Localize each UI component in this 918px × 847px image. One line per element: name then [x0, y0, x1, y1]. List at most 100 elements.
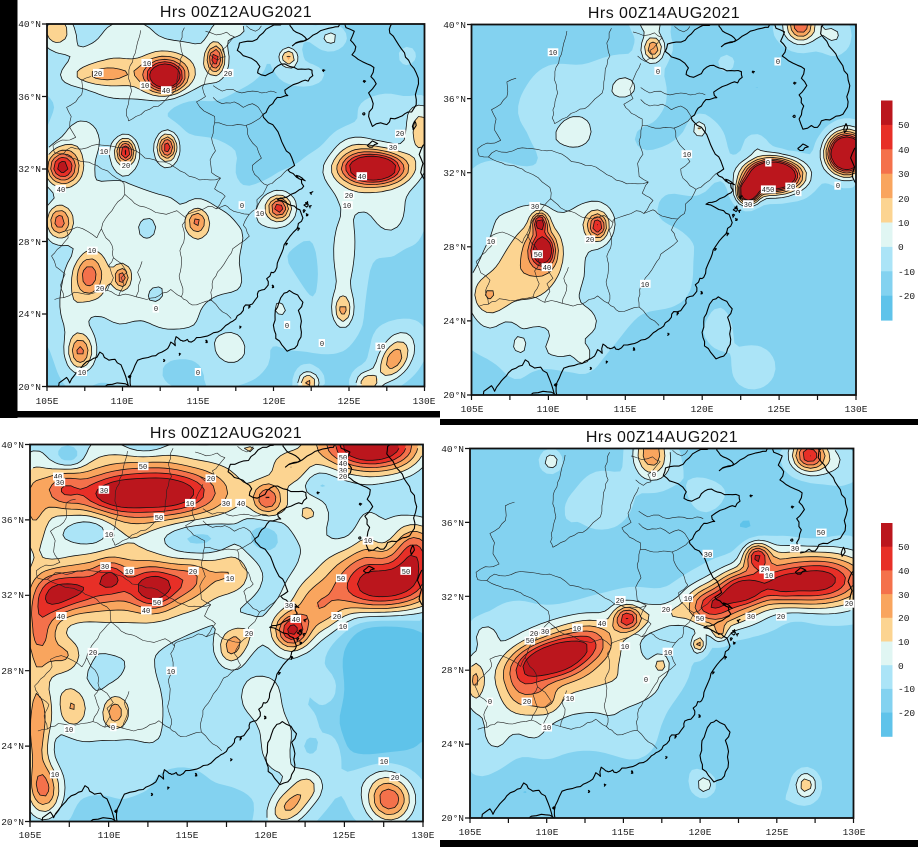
svg-text:10: 10 — [125, 569, 133, 577]
svg-text:28°N: 28°N — [1, 666, 24, 677]
svg-text:10: 10 — [256, 211, 264, 219]
svg-text:20: 20 — [586, 237, 594, 245]
svg-text:36°N: 36°N — [443, 94, 466, 105]
svg-text:0: 0 — [285, 323, 289, 331]
svg-text:20: 20 — [96, 286, 104, 294]
svg-text:10: 10 — [88, 248, 96, 256]
svg-text:10: 10 — [339, 624, 347, 632]
svg-text:0: 0 — [898, 661, 904, 672]
svg-text:10: 10 — [65, 727, 73, 735]
svg-text:20°N: 20°N — [443, 390, 466, 401]
svg-text:20: 20 — [224, 71, 232, 79]
svg-text:0: 0 — [776, 59, 780, 67]
svg-text:28°N: 28°N — [441, 665, 464, 676]
svg-text:30: 30 — [389, 145, 397, 153]
svg-text:10: 10 — [683, 152, 691, 160]
svg-text:0: 0 — [488, 699, 492, 707]
svg-text:40: 40 — [162, 88, 170, 96]
svg-text:10: 10 — [51, 772, 59, 780]
svg-text:10: 10 — [487, 239, 495, 247]
svg-text:130E: 130E — [843, 827, 866, 838]
svg-text:120E: 120E — [691, 404, 714, 415]
svg-text:120E: 120E — [263, 396, 286, 407]
svg-text:10: 10 — [143, 61, 151, 69]
svg-text:10: 10 — [343, 203, 351, 211]
svg-text:24°N: 24°N — [443, 316, 466, 327]
svg-text:50: 50 — [139, 464, 147, 472]
svg-text:-20: -20 — [898, 708, 915, 719]
svg-text:20: 20 — [391, 775, 399, 783]
svg-text:40°N: 40°N — [18, 19, 41, 30]
svg-text:110E: 110E — [536, 827, 559, 838]
svg-text:10: 10 — [167, 669, 175, 677]
svg-text:125E: 125E — [333, 830, 356, 841]
svg-text:0: 0 — [154, 306, 158, 314]
svg-text:40: 40 — [898, 566, 910, 577]
svg-text:30: 30 — [747, 614, 755, 622]
svg-text:30: 30 — [704, 552, 712, 560]
svg-text:10: 10 — [364, 538, 372, 546]
svg-text:0: 0 — [652, 472, 656, 480]
svg-text:Hrs 00Z14AUG2021: Hrs 00Z14AUG2021 — [588, 5, 740, 22]
svg-text:28°N: 28°N — [443, 242, 466, 253]
svg-text:30: 30 — [101, 564, 109, 572]
svg-text:20: 20 — [207, 476, 215, 484]
svg-text:10: 10 — [549, 50, 557, 58]
svg-text:32°N: 32°N — [1, 590, 24, 601]
svg-text:10: 10 — [78, 370, 86, 378]
svg-text:50: 50 — [402, 569, 410, 577]
svg-text:50: 50 — [534, 252, 542, 260]
svg-text:0: 0 — [836, 183, 840, 191]
svg-text:120E: 120E — [255, 830, 278, 841]
svg-text:30: 30 — [222, 501, 230, 509]
svg-text:115E: 115E — [176, 830, 199, 841]
svg-text:50: 50 — [155, 515, 163, 523]
svg-text:10: 10 — [684, 596, 692, 604]
svg-text:40: 40 — [237, 501, 245, 509]
svg-text:50: 50 — [153, 600, 161, 608]
svg-text:20: 20 — [898, 613, 910, 624]
svg-text:30: 30 — [339, 468, 347, 476]
svg-text:20: 20 — [777, 614, 785, 622]
svg-text:50: 50 — [696, 616, 704, 624]
svg-text:20: 20 — [122, 163, 130, 171]
svg-text:24°N: 24°N — [1, 741, 24, 752]
svg-text:40: 40 — [292, 617, 300, 625]
svg-text:40°N: 40°N — [441, 444, 464, 455]
svg-text:50: 50 — [817, 530, 825, 538]
svg-text:0: 0 — [656, 69, 660, 77]
svg-text:-10: -10 — [898, 684, 915, 695]
svg-text:30: 30 — [100, 488, 108, 496]
svg-text:110E: 110E — [111, 396, 134, 407]
svg-text:20°N: 20°N — [1, 817, 24, 828]
svg-text:40: 40 — [57, 614, 65, 622]
svg-text:50: 50 — [526, 638, 534, 646]
svg-text:40°N: 40°N — [1, 440, 24, 451]
svg-text:36°N: 36°N — [441, 518, 464, 529]
svg-text:40°N: 40°N — [443, 20, 466, 31]
svg-text:20: 20 — [339, 474, 347, 482]
svg-text:20: 20 — [523, 699, 531, 707]
svg-text:105E: 105E — [36, 396, 59, 407]
svg-text:20: 20 — [761, 567, 769, 575]
svg-text:20: 20 — [662, 607, 670, 615]
svg-text:20°N: 20°N — [441, 813, 464, 824]
svg-text:30: 30 — [791, 546, 799, 554]
svg-text:40: 40 — [898, 145, 910, 156]
svg-text:125E: 125E — [338, 396, 361, 407]
svg-text:10: 10 — [621, 644, 629, 652]
svg-text:32°N: 32°N — [443, 168, 466, 179]
svg-text:10: 10 — [380, 759, 388, 767]
svg-text:50: 50 — [339, 455, 347, 463]
svg-text:20: 20 — [94, 71, 102, 79]
svg-text:130E: 130E — [413, 396, 436, 407]
svg-text:10: 10 — [573, 626, 581, 634]
svg-text:10: 10 — [664, 650, 672, 658]
svg-text:20: 20 — [89, 650, 97, 658]
svg-text:36°N: 36°N — [1, 515, 24, 526]
svg-text:20: 20 — [396, 131, 404, 139]
svg-text:50: 50 — [898, 120, 910, 131]
svg-text:50: 50 — [898, 542, 910, 553]
svg-text:130E: 130E — [412, 830, 435, 841]
svg-text:0: 0 — [111, 725, 115, 733]
